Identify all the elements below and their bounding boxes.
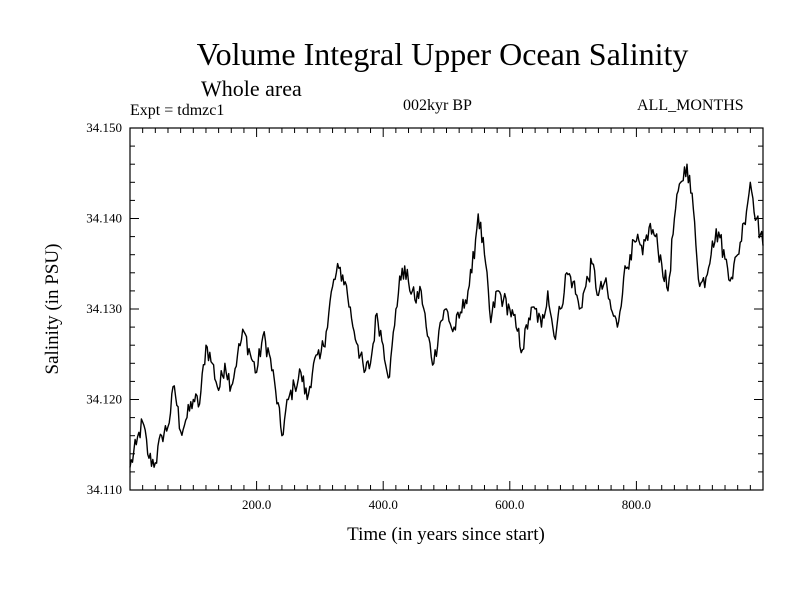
x-tick-label: 200.0 [242, 497, 271, 512]
x-tick-label: 800.0 [622, 497, 651, 512]
months-label: ALL_MONTHS [637, 97, 744, 114]
tick-labels: 200.0 400.0 600.0 800.0 34.110 34.120 34.130 34… [86, 120, 651, 512]
chart-title: Volume Integral Upper Ocean Salinity [196, 36, 689, 72]
x-axis-title: Time (in years since start) [347, 524, 545, 545]
x-tick-label: 600.0 [495, 497, 524, 512]
y-tick-label: 34.150 [86, 120, 122, 135]
y-tick-label: 34.140 [86, 211, 122, 226]
experiment-label: Expt = tdmzc1 [130, 102, 225, 119]
y-tick-label: 34.120 [86, 392, 122, 407]
period-label: 002kyr BP [403, 97, 472, 114]
x-tick-label: 400.0 [369, 497, 398, 512]
y-tick-label: 34.130 [86, 301, 122, 316]
y-axis-title: Salinity (in PSU) [42, 244, 63, 375]
chart-subtitle: Whole area [201, 76, 302, 101]
y-tick-label: 34.110 [87, 482, 122, 497]
salinity-series-line [129, 163, 764, 468]
axis-ticks [130, 128, 763, 490]
